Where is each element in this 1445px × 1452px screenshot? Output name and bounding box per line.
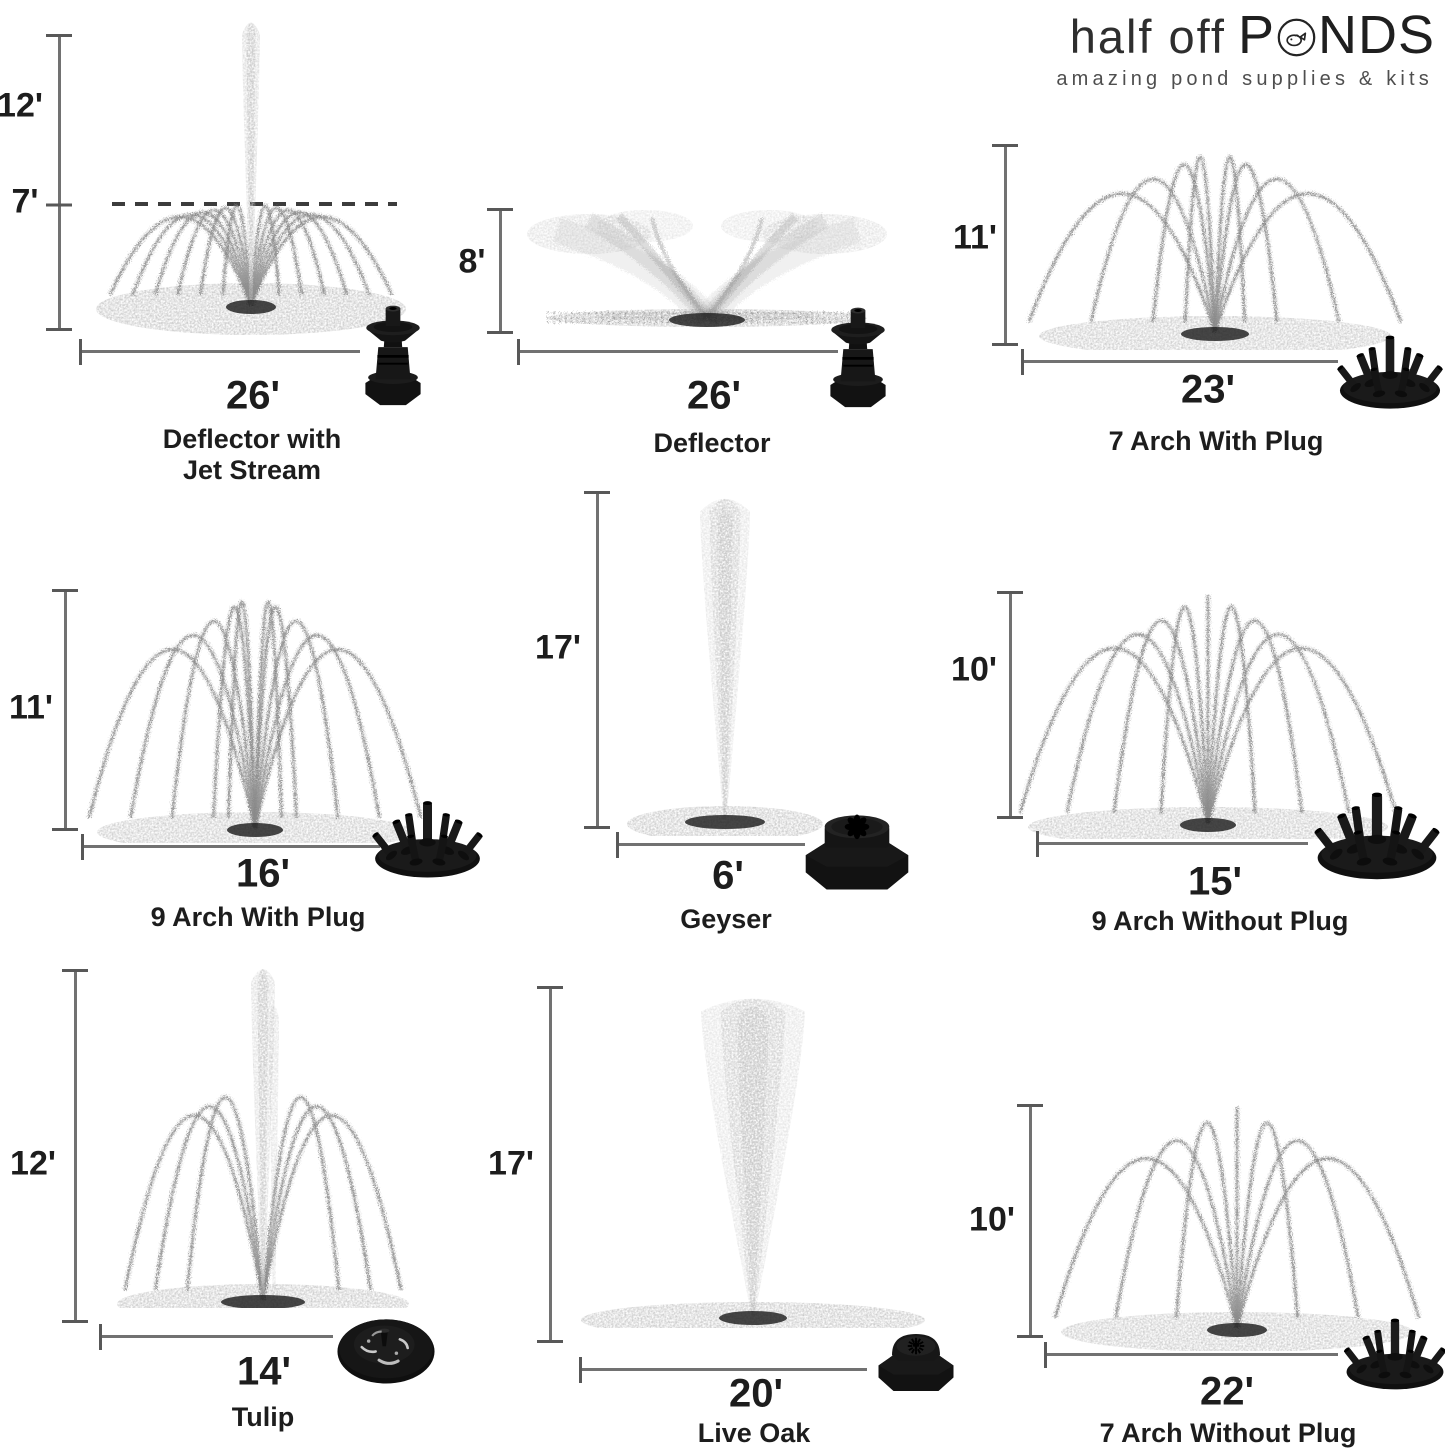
height-dimension-line xyxy=(498,209,502,333)
product-name-line: Tulip xyxy=(231,1402,295,1432)
height-label: 10' xyxy=(969,1200,1015,1239)
fountain-spray-tulip xyxy=(117,969,409,1308)
height-label: 10' xyxy=(951,650,997,689)
deflector-nozzle-photo xyxy=(812,292,904,410)
fountain-spray-arch xyxy=(1052,1107,1422,1351)
height-label: 12' xyxy=(10,1144,56,1183)
product-name-line: 9 Arch Without Plug xyxy=(1091,906,1349,936)
width-label: 26' xyxy=(686,373,742,418)
fountain-spray-fan xyxy=(527,210,887,327)
height-label: 11' xyxy=(952,218,998,257)
width-dimension-line xyxy=(1037,842,1308,845)
product-name-line: 7 Arch Without Plug xyxy=(1099,1418,1357,1448)
width-dimension-line xyxy=(82,845,380,848)
width-dimension-line xyxy=(617,843,805,846)
product-name: Tulip xyxy=(232,1402,294,1433)
height-label: 17' xyxy=(488,1144,534,1183)
fish-in-o-icon xyxy=(1277,18,1316,56)
product-name-line: Live Oak xyxy=(697,1418,811,1448)
cluster-nozzle-photo xyxy=(1312,780,1442,882)
height-dimension-line xyxy=(63,590,67,830)
height-label: 11' xyxy=(8,688,54,727)
product-name: Deflector with Jet Stream xyxy=(163,424,342,486)
fountain-spray-jet-flower xyxy=(96,22,406,335)
width-dimension-line xyxy=(100,1335,333,1338)
geyser-nozzle-photo xyxy=(798,804,916,899)
height-label: 7' xyxy=(11,182,39,221)
cluster-nozzle-photo xyxy=(1342,1308,1445,1392)
width-label: 23' xyxy=(1180,367,1236,412)
product-name-line: Jet Stream xyxy=(182,455,322,485)
height-dimension-line xyxy=(73,970,77,1322)
width-dimension-line xyxy=(80,350,360,353)
width-label: 15' xyxy=(1187,859,1243,904)
height-dimension-line xyxy=(1028,1105,1032,1337)
height-dimension-line xyxy=(57,35,61,330)
height-label: 17' xyxy=(535,628,581,667)
deflector-nozzle-photo xyxy=(347,290,439,408)
height-label: 12' xyxy=(0,86,43,125)
product-name: 7 Arch With Plug xyxy=(1109,426,1324,457)
height-dimension-line xyxy=(1008,592,1012,818)
tulip-nozzle-photo xyxy=(334,1308,438,1388)
width-label: 20' xyxy=(728,1371,784,1416)
height-dimension-line xyxy=(548,987,552,1342)
product-name: Live Oak xyxy=(698,1418,811,1449)
brand-strong-pre: P xyxy=(1237,5,1275,65)
product-name-line: Deflector with xyxy=(162,424,342,454)
width-label: 22' xyxy=(1199,1369,1255,1414)
product-name: Geyser xyxy=(680,904,772,935)
liveoak-nozzle-photo xyxy=(874,1322,958,1397)
width-label: 16' xyxy=(235,851,291,896)
fountain-spray-column xyxy=(627,498,823,836)
product-name: 9 Arch With Plug xyxy=(151,902,366,933)
width-label: 26' xyxy=(225,373,281,418)
fountain-spray-arch xyxy=(86,599,424,843)
brand-name-strong: P NDS xyxy=(1238,4,1435,66)
cluster-nozzle-photo xyxy=(370,790,485,880)
brand-name: half off P NDS xyxy=(1056,4,1435,66)
height-dimension-line xyxy=(595,492,599,828)
brand-logo: half off P NDS amazing pond supplies & ki… xyxy=(1056,4,1435,91)
height-dimension-line xyxy=(1003,145,1007,345)
product-name-line: Deflector xyxy=(653,428,771,458)
brand-tagline: amazing pond supplies & kits xyxy=(1056,68,1433,90)
brand-name-light: half off xyxy=(1069,10,1226,63)
width-dimension-line xyxy=(1022,360,1338,363)
product-name: Deflector xyxy=(653,428,770,459)
product-name: 7 Arch Without Plug xyxy=(1100,1418,1357,1449)
width-dimension-line xyxy=(580,1368,867,1371)
brand-strong-post: NDS xyxy=(1317,5,1435,65)
height-label: 8' xyxy=(458,242,486,281)
fountain-spray-arch xyxy=(1018,595,1399,839)
cluster-nozzle-photo xyxy=(1335,325,1445,411)
product-name-line: 9 Arch With Plug xyxy=(150,902,366,932)
fountain-spray-column xyxy=(581,998,925,1328)
product-name-line: 7 Arch With Plug xyxy=(1108,426,1324,456)
height-tick-7ft xyxy=(46,203,72,207)
width-label: 6' xyxy=(712,853,744,898)
width-dimension-line xyxy=(1045,1353,1338,1356)
product-name: 9 Arch Without Plug xyxy=(1092,906,1349,937)
width-label: 14' xyxy=(236,1349,292,1394)
fountain-spray-arch xyxy=(1026,154,1404,350)
width-dimension-line xyxy=(518,350,838,353)
product-name-line: Geyser xyxy=(680,904,772,934)
